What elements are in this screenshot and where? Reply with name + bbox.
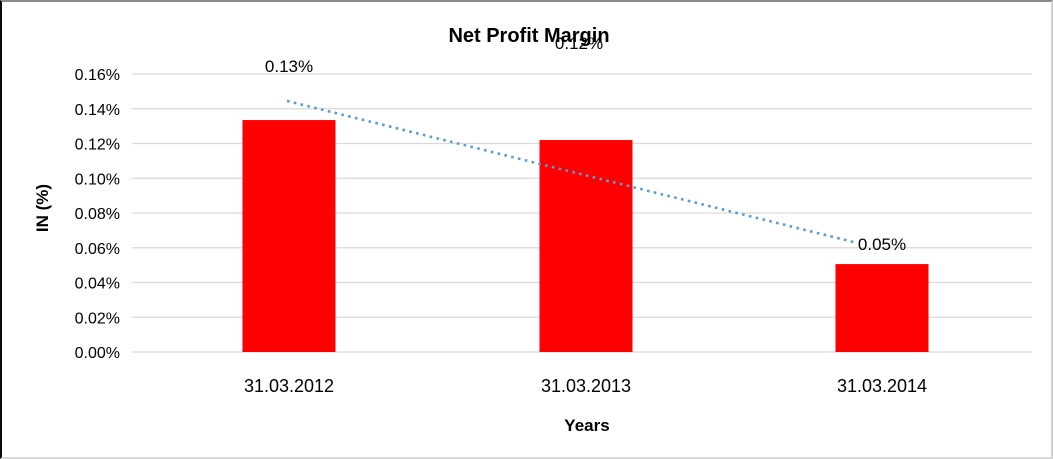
x-category-label: 31.03.2014 bbox=[837, 376, 927, 396]
bar bbox=[242, 120, 336, 352]
y-tick-label: 0.10% bbox=[75, 171, 120, 188]
data-labels: 0.13% 0.12% 0.05% bbox=[265, 34, 906, 254]
y-tick-label: 0.02% bbox=[75, 310, 120, 327]
x-category-label: 31.03.2012 bbox=[244, 376, 334, 396]
y-tick-label: 0.12% bbox=[75, 137, 120, 154]
y-axis-tick-labels: 0.00% 0.02% 0.04% 0.06% 0.08% 0.10% 0.12% 0.14%… bbox=[75, 67, 120, 362]
bar bbox=[539, 140, 633, 352]
x-category-label: 31.03.2013 bbox=[541, 376, 631, 396]
x-axis-title: Years bbox=[564, 416, 609, 435]
data-label: 0.12% bbox=[555, 34, 603, 53]
y-tick-label: 0.16% bbox=[75, 67, 120, 84]
y-axis-title: IN (%) bbox=[33, 184, 52, 232]
y-tick-label: 0.08% bbox=[75, 206, 120, 223]
y-tick-label: 0.14% bbox=[75, 102, 120, 119]
bar-series bbox=[242, 120, 929, 352]
y-tick-label: 0.06% bbox=[75, 241, 120, 258]
y-tick-label: 0.04% bbox=[75, 276, 120, 293]
bar bbox=[835, 264, 929, 352]
y-tick-label: 0.00% bbox=[75, 345, 120, 362]
chart-title: Net Profit Margin bbox=[448, 25, 609, 47]
data-label: 0.05% bbox=[858, 235, 906, 254]
data-label: 0.13% bbox=[265, 57, 313, 76]
x-axis-category-labels: 31.03.2012 31.03.2013 31.03.2014 bbox=[244, 376, 927, 396]
